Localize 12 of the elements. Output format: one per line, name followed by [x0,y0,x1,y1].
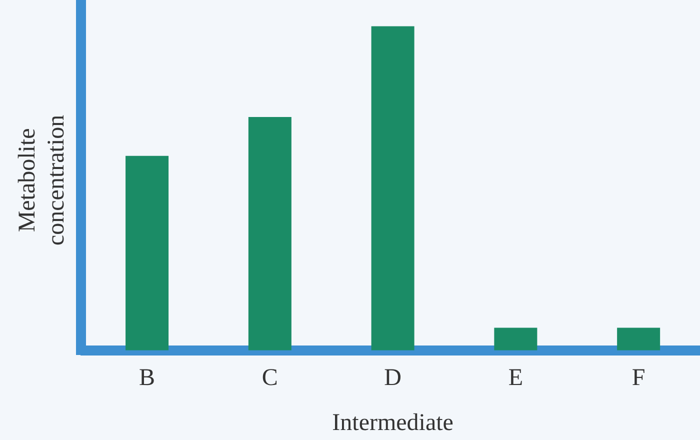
x-tick-label: C [262,365,278,392]
bar [617,328,660,350]
x-tick-label: D [384,365,402,392]
x-axis-title: Intermediate [332,410,454,436]
x-tick-label: E [508,365,524,392]
bar [371,26,414,350]
bar [494,328,538,350]
bar [248,116,292,350]
bar [126,156,169,350]
y-axis-title: Metabolite concentration [14,114,70,246]
x-tick-label: F [632,365,646,392]
x-tick-label: B [139,365,156,392]
